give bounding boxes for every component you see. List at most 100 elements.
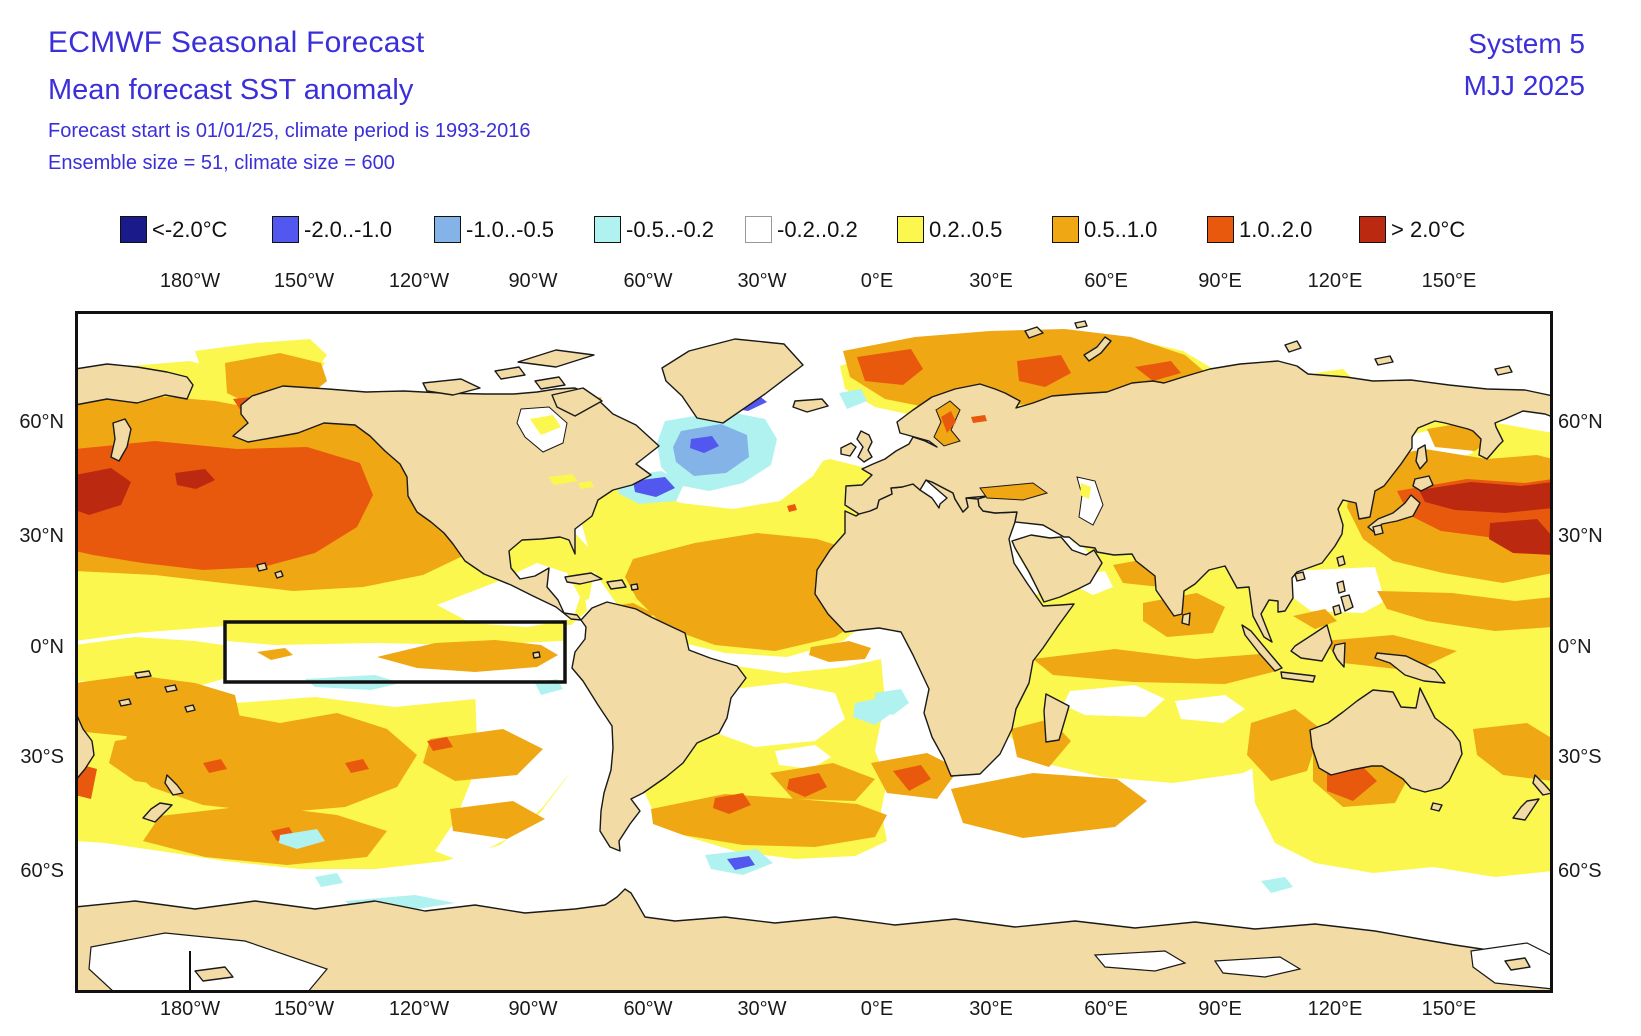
land-new-zealand — [1512, 798, 1540, 821]
inland-seas — [516, 400, 1104, 526]
legend-swatch — [434, 216, 461, 243]
lon-tick-label: 0°E — [860, 998, 894, 1020]
lon-tick-label: 120°E — [1307, 270, 1363, 292]
land-melanesia — [134, 670, 152, 679]
white-sea — [971, 415, 987, 423]
antarctic-islands — [194, 957, 1531, 982]
lon-tick-label: 150°W — [273, 270, 335, 292]
land-arctic-russia-islands — [1284, 340, 1302, 353]
ensemble-info-line: Ensemble size = 51, climate size = 600 — [48, 152, 395, 174]
legend-label: 1.0..2.0 — [1239, 216, 1313, 242]
land-hainan — [1294, 571, 1306, 582]
lat-tick-label: 30°S — [20, 746, 64, 768]
great-lakes — [548, 474, 578, 485]
lon-tick-label: 90°W — [508, 270, 558, 292]
land-kyushu — [1372, 524, 1384, 536]
lon-tick-label: 30°W — [737, 270, 787, 292]
legend-label: -2.0..-1.0 — [304, 216, 393, 242]
forecast-info-line: Forecast start is 01/01/25, climate peri… — [48, 120, 531, 142]
period-label: MJJ 2025 — [1463, 70, 1585, 101]
legend-swatch — [1207, 216, 1234, 243]
land-hokkaido — [1412, 475, 1434, 492]
land-wrangel — [1494, 365, 1513, 376]
legend-label: 0.2..0.5 — [929, 216, 1003, 242]
lon-tick-label: 90°E — [1198, 998, 1242, 1020]
land-ireland — [840, 442, 857, 457]
lon-tick-label: 60°E — [1084, 270, 1128, 292]
land-hawaii — [256, 562, 268, 572]
anomaly-light-blue-regions — [673, 424, 749, 476]
lon-tick-label: 120°W — [388, 998, 450, 1020]
page-title: ECMWF Seasonal Forecast — [48, 26, 425, 59]
land-philippines — [1340, 594, 1354, 612]
lon-tick-label: 180°W — [159, 270, 221, 292]
legend-item: 1.0..2.0 — [1207, 216, 1312, 243]
legend-item: > 2.0°C — [1359, 216, 1465, 243]
legend-item: -2.0..-1.0 — [272, 216, 392, 243]
land-philippines — [1336, 580, 1346, 594]
lat-tick-label: 60°S — [1558, 860, 1602, 882]
land-galapagos — [532, 651, 541, 659]
legend-item: 0.2..0.5 — [897, 216, 1002, 243]
caspian-anomaly — [1080, 483, 1091, 499]
legend-item: -0.2..0.2 — [745, 216, 858, 243]
legend-label: > 2.0°C — [1391, 216, 1466, 242]
land-arctic-islands — [517, 349, 595, 368]
land-madagascar — [1043, 693, 1070, 743]
land-arctic-islands — [551, 387, 603, 417]
lon-tick-label: 150°W — [273, 998, 335, 1020]
legend-label: -0.5..-0.2 — [626, 216, 715, 242]
lat-tick-label: 30°N — [1558, 525, 1603, 547]
land-sulawesi — [1332, 642, 1346, 668]
land-kamchatka-left — [110, 418, 132, 462]
legend-swatch — [272, 216, 299, 243]
lat-tick-label: 60°N — [19, 411, 64, 433]
lat-tick-label: 60°S — [20, 860, 64, 882]
world-sst-anomaly-map — [75, 311, 1553, 993]
land-hispaniola — [606, 579, 627, 590]
legend-label: -1.0..-0.5 — [466, 216, 555, 242]
lat-axis-left: 60°N 30°N 0°N 30°S 60°S — [6, 311, 66, 993]
lon-tick-label: 180°W — [159, 998, 221, 1020]
land-arctic-islands — [422, 378, 481, 396]
land-arctic-islands — [494, 366, 526, 380]
lon-tick-label: 0°E — [860, 270, 894, 292]
lon-tick-label: 90°E — [1198, 270, 1242, 292]
land-taiwan — [1336, 555, 1346, 567]
land-java — [1280, 671, 1316, 683]
lat-tick-label: 30°S — [1558, 746, 1602, 768]
nino-region-box — [223, 620, 567, 684]
land-new-zealand — [1532, 774, 1553, 796]
land-cuba — [564, 572, 603, 585]
legend-swatch — [897, 216, 924, 243]
land-ne-siberia-sliver — [75, 363, 194, 406]
legend-item: -0.5..-0.2 — [594, 216, 714, 243]
map-border — [75, 311, 1553, 993]
page-subtitle: Mean forecast SST anomaly — [48, 74, 414, 106]
legend-swatch — [1359, 216, 1386, 243]
lon-tick-label: 120°E — [1307, 998, 1363, 1020]
legend-label: 0.5..1.0 — [1084, 216, 1158, 242]
legend-label: -0.2..0.2 — [777, 216, 858, 242]
system-block: System 5 MJJ 2025 — [1464, 28, 1585, 102]
lon-tick-label: 120°W — [388, 270, 450, 292]
land-borneo — [1290, 624, 1333, 662]
land-antarctica — [75, 888, 1553, 993]
land-sumatra — [1241, 624, 1283, 672]
land-south-america — [571, 601, 747, 852]
header-block: ECMWF Seasonal Forecast Mean forecast SS… — [48, 26, 530, 175]
lon-tick-label: 30°E — [969, 270, 1013, 292]
lon-tick-label: 30°E — [969, 998, 1013, 1020]
legend-swatch — [1052, 216, 1079, 243]
lon-tick-label: 60°W — [623, 998, 673, 1020]
land-arctic-russia-islands — [1074, 320, 1088, 329]
land-tasmania — [1430, 802, 1443, 812]
black-sea — [979, 482, 1049, 501]
land-novaya-zemlya — [1083, 336, 1112, 362]
lon-axis-top: 180°W 150°W 120°W 90°W 60°W 30°W 0°E 30°E 60°E 90… — [0, 270, 1641, 294]
lon-tick-label: 30°W — [737, 998, 787, 1020]
lon-tick-label: 90°W — [508, 998, 558, 1020]
land-antilles — [630, 583, 639, 591]
land-new-zealand-left — [142, 802, 173, 823]
legend-item: 0.5..1.0 — [1052, 216, 1157, 243]
